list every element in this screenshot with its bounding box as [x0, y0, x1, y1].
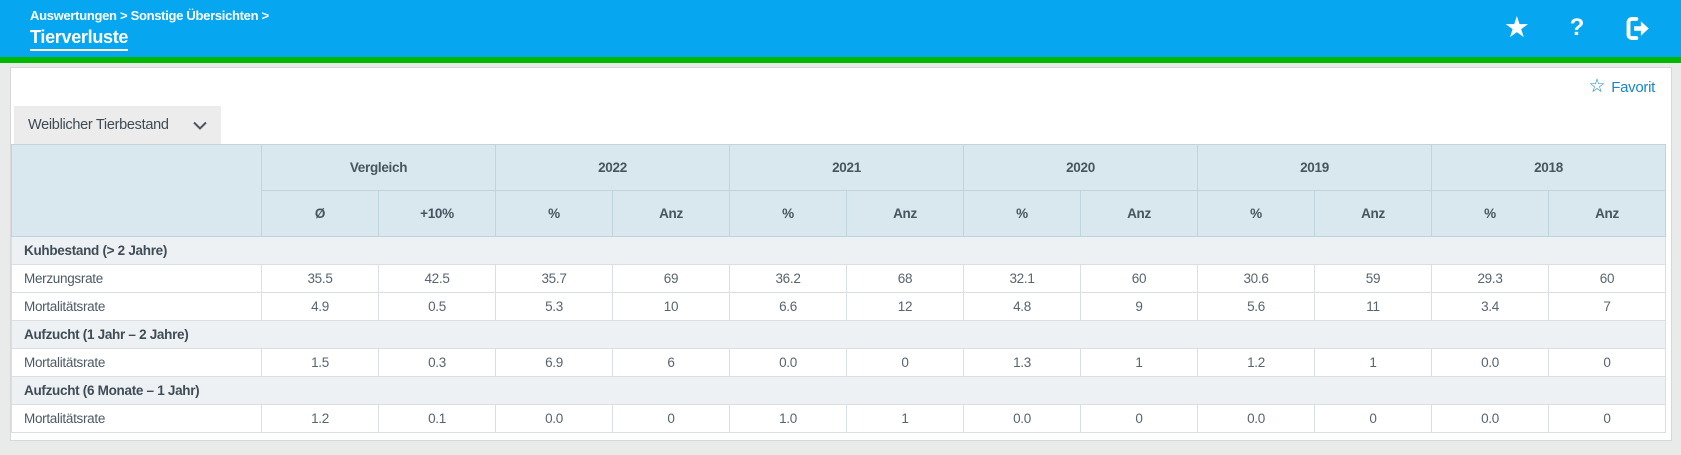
table-row-mortalitaetsrate-aufzucht-6mo-1: Mortalitätsrate 1.2 0.1 0.0 0 1.0 1 0.0 …: [11, 404, 1666, 433]
subcol-2021-anz: Anz: [846, 190, 964, 237]
subcol-vergleich-avg: Ø: [261, 190, 379, 237]
cell: 36.2: [729, 264, 847, 293]
cell: 0: [1548, 348, 1666, 377]
col-group-2019: 2019: [1197, 144, 1432, 191]
cell: 42.5: [378, 264, 496, 293]
favorit-star-icon: ☆: [1588, 76, 1606, 97]
section-title: Kuhbestand (> 2 Jahre): [11, 236, 1666, 265]
stock-filter-dropdown[interactable]: Weiblicher Tierbestand: [14, 106, 221, 144]
section-title: Aufzucht (1 Jahr – 2 Jahre): [11, 320, 1666, 349]
breadcrumb[interactable]: Auswertungen > Sonstige Übersichten >: [30, 8, 269, 23]
row-label: Merzungsrate: [11, 264, 262, 293]
row-label: Mortalitätsrate: [11, 404, 262, 433]
cell: 1: [1314, 348, 1432, 377]
subcol-2018-anz: Anz: [1548, 190, 1666, 237]
cell: 1.2: [261, 404, 379, 433]
chevron-down-icon: [193, 121, 207, 130]
cell: 7: [1548, 292, 1666, 321]
section-row-aufzucht-1-2-jahre: Aufzucht (1 Jahr – 2 Jahre): [11, 320, 1666, 349]
accent-divider: [0, 57, 1681, 63]
cell: 0: [1080, 404, 1198, 433]
cell: 60: [1080, 264, 1198, 293]
cell: 32.1: [963, 264, 1081, 293]
row-label: Mortalitätsrate: [11, 348, 262, 377]
topbar: Auswertungen > Sonstige Übersichten > Ti…: [0, 0, 1681, 57]
cell: 6.6: [729, 292, 847, 321]
subcol-2022-anz: Anz: [612, 190, 730, 237]
cell: 12: [846, 292, 964, 321]
subcol-2021-pct: %: [729, 190, 847, 237]
cell: 68: [846, 264, 964, 293]
cell: 11: [1314, 292, 1432, 321]
cell: 30.6: [1197, 264, 1315, 293]
content-card: ☆ Favorit Weiblicher Tierbestand Verglei…: [10, 67, 1672, 441]
cell: 5.3: [495, 292, 613, 321]
cell: 0.3: [378, 348, 496, 377]
cell: 6: [612, 348, 730, 377]
favorit-link[interactable]: ☆ Favorit: [1588, 76, 1656, 97]
topbar-icons: ★ ?: [1504, 13, 1651, 43]
cell: 0.1: [378, 404, 496, 433]
cell: 4.9: [261, 292, 379, 321]
favorite-star-icon[interactable]: ★: [1503, 12, 1530, 44]
cell: 3.4: [1431, 292, 1549, 321]
section-row-aufzucht-6monate-1jahr: Aufzucht (6 Monate – 1 Jahr): [11, 376, 1666, 405]
cell: 0.0: [729, 348, 847, 377]
col-group-2018: 2018: [1431, 144, 1666, 191]
row-label: Mortalitätsrate: [11, 292, 262, 321]
stock-filter-value: Weiblicher Tierbestand: [28, 117, 169, 133]
cell: 0: [1314, 404, 1432, 433]
cell: 0.0: [1197, 404, 1315, 433]
subcol-vergleich-plus10: +10%: [378, 190, 496, 237]
table-row-mortalitaetsrate-aufzucht-1-2: Mortalitätsrate 1.5 0.3 6.9 6 0.0 0 1.3 …: [11, 348, 1666, 377]
cell: 0.0: [1431, 348, 1549, 377]
cell: 35.7: [495, 264, 613, 293]
cell: 1.2: [1197, 348, 1315, 377]
section-row-kuhbestand: Kuhbestand (> 2 Jahre): [11, 236, 1666, 265]
cell: 59: [1314, 264, 1432, 293]
tierverluste-table: Vergleich 2022 2021 2020 2019 2018 Ø +10…: [11, 144, 1666, 433]
table-row-mortalitaetsrate-kuhbestand: Mortalitätsrate 4.9 0.5 5.3 10 6.6 12 4.…: [11, 292, 1666, 321]
cell: 1.0: [729, 404, 847, 433]
col-group-2022: 2022: [495, 144, 730, 191]
subcol-2022-pct: %: [495, 190, 613, 237]
column-group-row: Vergleich 2022 2021 2020 2019 2018: [11, 144, 1666, 237]
cell: 0.0: [963, 404, 1081, 433]
cell: 60: [1548, 264, 1666, 293]
cell: 1.3: [963, 348, 1081, 377]
col-group-2021: 2021: [729, 144, 964, 191]
cell: 10: [612, 292, 730, 321]
subcol-2019-pct: %: [1197, 190, 1315, 237]
table-row-merzungsrate: Merzungsrate 35.5 42.5 35.7 69 36.2 68 3…: [11, 264, 1666, 293]
cell: 69: [612, 264, 730, 293]
cell: 6.9: [495, 348, 613, 377]
logout-icon[interactable]: [1624, 15, 1651, 42]
cell: 29.3: [1431, 264, 1549, 293]
help-icon[interactable]: ?: [1569, 14, 1585, 41]
cell: 5.6: [1197, 292, 1315, 321]
cell: 0.5: [378, 292, 496, 321]
cell: 0.0: [495, 404, 613, 433]
cell: 35.5: [261, 264, 379, 293]
table-corner-cell: [11, 144, 262, 237]
col-group-vergleich: Vergleich: [261, 144, 496, 191]
col-group-2020: 2020: [963, 144, 1198, 191]
cell: 0: [612, 404, 730, 433]
page-title: Tierverluste: [30, 27, 128, 51]
subcol-2019-anz: Anz: [1314, 190, 1432, 237]
cell: 1.5: [261, 348, 379, 377]
cell: 1: [846, 404, 964, 433]
cell: 0.0: [1431, 404, 1549, 433]
section-title: Aufzucht (6 Monate – 1 Jahr): [11, 376, 1666, 405]
cell: 4.8: [963, 292, 1081, 321]
cell: 0: [1548, 404, 1666, 433]
favorit-label: Favorit: [1611, 78, 1655, 96]
cell: 1: [1080, 348, 1198, 377]
subcol-2020-anz: Anz: [1080, 190, 1198, 237]
cell: 0: [846, 348, 964, 377]
cell: 9: [1080, 292, 1198, 321]
subcol-2018-pct: %: [1431, 190, 1549, 237]
subcol-2020-pct: %: [963, 190, 1081, 237]
